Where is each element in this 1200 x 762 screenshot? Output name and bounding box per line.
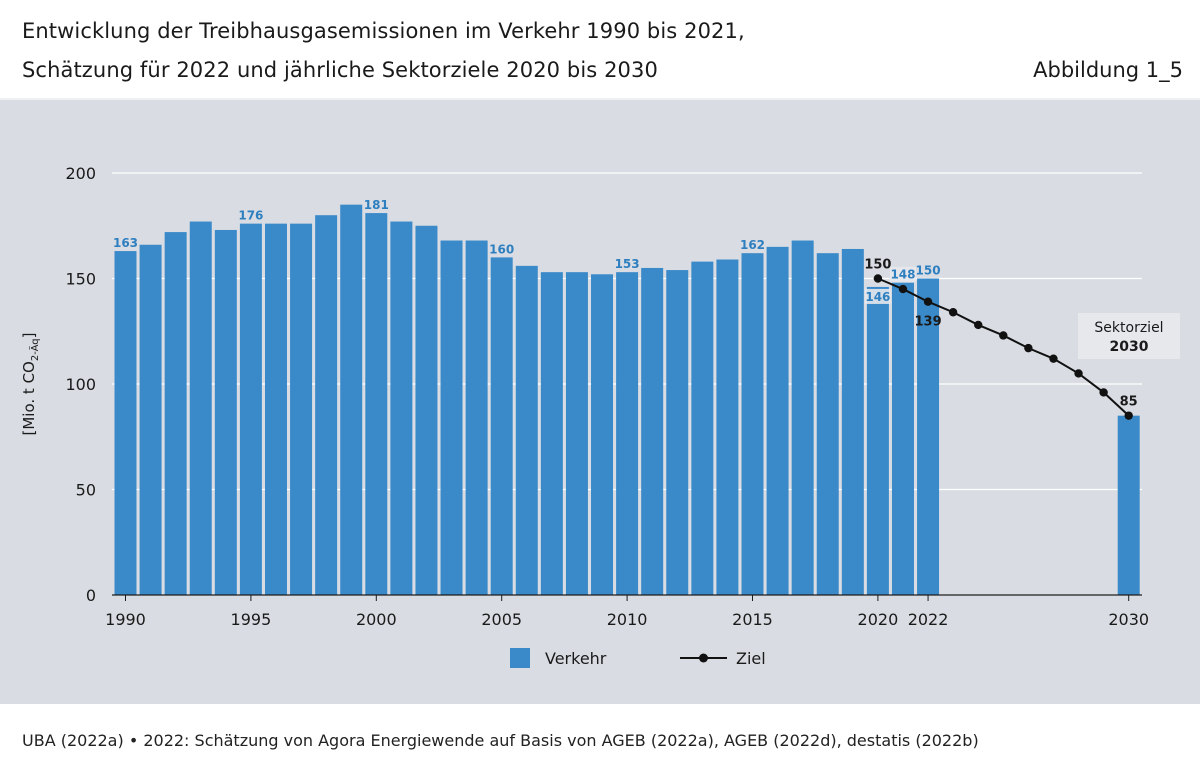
bar-data-label: 146 bbox=[865, 290, 890, 304]
bar-verkehr-2014 bbox=[716, 259, 739, 595]
bar-verkehr-2017 bbox=[791, 240, 814, 595]
figure-label: Abbildung 1_5 bbox=[1033, 58, 1183, 82]
target-point-2030 bbox=[1124, 411, 1133, 420]
bar-data-label: 163 bbox=[113, 236, 138, 250]
bar-verkehr-2013 bbox=[691, 261, 714, 595]
bar-verkehr-2016 bbox=[766, 246, 789, 595]
target-data-label: 85 bbox=[1120, 395, 1138, 410]
bar-verkehr-2002 bbox=[415, 225, 438, 595]
target-point-2025 bbox=[999, 331, 1008, 340]
bar-data-label: 150 bbox=[916, 264, 941, 278]
target-point-2021 bbox=[898, 284, 908, 294]
target-data-label: 139 bbox=[914, 315, 941, 330]
bar-verkehr-2008 bbox=[565, 272, 588, 595]
bar-verkehr-2003 bbox=[440, 240, 463, 595]
bar-verkehr-2001 bbox=[390, 221, 413, 595]
bar-verkehr-2009 bbox=[591, 274, 614, 595]
bar-verkehr-1991 bbox=[139, 244, 162, 596]
bar-verkehr-1994 bbox=[214, 229, 237, 595]
bar-verkehr-2007 bbox=[540, 272, 563, 595]
bar-data-label: 162 bbox=[740, 238, 765, 252]
x-tick-label: 2030 bbox=[1108, 610, 1149, 629]
bar-verkehr-2021 bbox=[891, 282, 914, 595]
bar-data-label: 148 bbox=[890, 268, 915, 282]
target-point-2020 bbox=[873, 274, 883, 283]
y-tick-label: 0 bbox=[86, 586, 96, 605]
legend-label-ziel: Ziel bbox=[736, 649, 766, 668]
bar-data-label: 176 bbox=[238, 209, 263, 223]
bar-verkehr-2000 bbox=[365, 213, 388, 595]
bar-verkehr-2004 bbox=[465, 240, 488, 595]
bar-verkehr-1997 bbox=[290, 223, 313, 595]
bar-verkehr-1996 bbox=[264, 223, 287, 595]
sektorziel-callout-line2: 2030 bbox=[1110, 339, 1149, 355]
chart-title-line-2: Schätzung für 2022 und jährliche Sektorz… bbox=[22, 58, 658, 82]
legend-marker-ziel bbox=[699, 653, 708, 663]
bar-verkehr-2030 bbox=[1117, 415, 1140, 595]
bar-verkehr-2015 bbox=[741, 253, 764, 595]
header: Entwicklung der Treibhausgasemissionen i… bbox=[0, 0, 1200, 98]
bar-verkehr-2019 bbox=[841, 248, 864, 595]
bar-verkehr-2012 bbox=[666, 270, 689, 595]
x-tick-label: 2000 bbox=[356, 610, 397, 629]
legend-label-verkehr: Verkehr bbox=[545, 649, 607, 668]
bar-verkehr-2022 bbox=[917, 278, 940, 595]
x-tick-label: 2005 bbox=[481, 610, 522, 629]
bar-data-label: 181 bbox=[364, 198, 389, 212]
target-data-label: 150 bbox=[864, 258, 891, 273]
target-point-2026 bbox=[1024, 343, 1033, 353]
x-tick-label: 2020 bbox=[858, 610, 899, 629]
bar-verkehr-2020 bbox=[866, 286, 889, 595]
bar-verkehr-1998 bbox=[315, 215, 338, 595]
x-tick-label: 1995 bbox=[231, 610, 272, 629]
target-point-2024 bbox=[974, 320, 983, 330]
x-tick-label: 2022 bbox=[908, 610, 949, 629]
bar-verkehr-1995 bbox=[239, 223, 262, 595]
target-point-2022 bbox=[923, 297, 933, 306]
y-axis-label: [Mio. t CO2-Äq] bbox=[20, 333, 41, 436]
sektorziel-callout-box bbox=[1078, 313, 1180, 359]
y-tick-label: 150 bbox=[65, 270, 96, 289]
legend-swatch-verkehr bbox=[510, 648, 530, 668]
y-tick-label: 200 bbox=[65, 164, 96, 183]
chart-title-line-1: Entwicklung der Treibhausgasemissionen i… bbox=[22, 19, 745, 43]
target-point-2029 bbox=[1099, 388, 1108, 397]
bar-verkehr-1992 bbox=[164, 232, 187, 595]
bar-verkehr-2011 bbox=[641, 267, 664, 595]
y-tick-label: 50 bbox=[76, 481, 96, 500]
bar-data-label: 160 bbox=[489, 242, 514, 256]
sektorziel-callout-line1: Sektorziel bbox=[1094, 320, 1163, 336]
bar-label-bg bbox=[864, 288, 891, 304]
emissions-chart: 0 50 100 150 200 [Mio. t CO2-Äq] 1990 1995 2000 2… bbox=[20, 164, 1180, 668]
target-point-2027 bbox=[1049, 354, 1058, 363]
bar-verkehr-1993 bbox=[189, 221, 212, 595]
bar-data-label: 153 bbox=[615, 257, 640, 271]
bar-verkehr-2010 bbox=[616, 272, 639, 595]
source-note: UBA (2022a) • 2022: Schätzung von Agora … bbox=[22, 731, 979, 750]
target-point-2023 bbox=[948, 308, 958, 317]
x-tick-label: 2015 bbox=[732, 610, 773, 629]
y-tick-label: 100 bbox=[65, 375, 96, 394]
x-tick-label: 2010 bbox=[607, 610, 648, 629]
bar-label-bg bbox=[889, 266, 916, 282]
chart-panel: 0 50 100 150 200 [Mio. t CO2-Äq] 1990 1995 2000 2… bbox=[0, 98, 1200, 706]
bar-verkehr-2005 bbox=[490, 257, 513, 595]
bar-verkehr-2006 bbox=[515, 265, 538, 595]
bar-verkehr-1990 bbox=[114, 251, 137, 595]
bar-verkehr-2018 bbox=[816, 253, 839, 595]
footer: UBA (2022a) • 2022: Schätzung von Agora … bbox=[0, 704, 1200, 762]
x-tick-label: 1990 bbox=[105, 610, 146, 629]
bar-verkehr-1999 bbox=[340, 204, 363, 595]
target-point-2028 bbox=[1074, 369, 1083, 378]
